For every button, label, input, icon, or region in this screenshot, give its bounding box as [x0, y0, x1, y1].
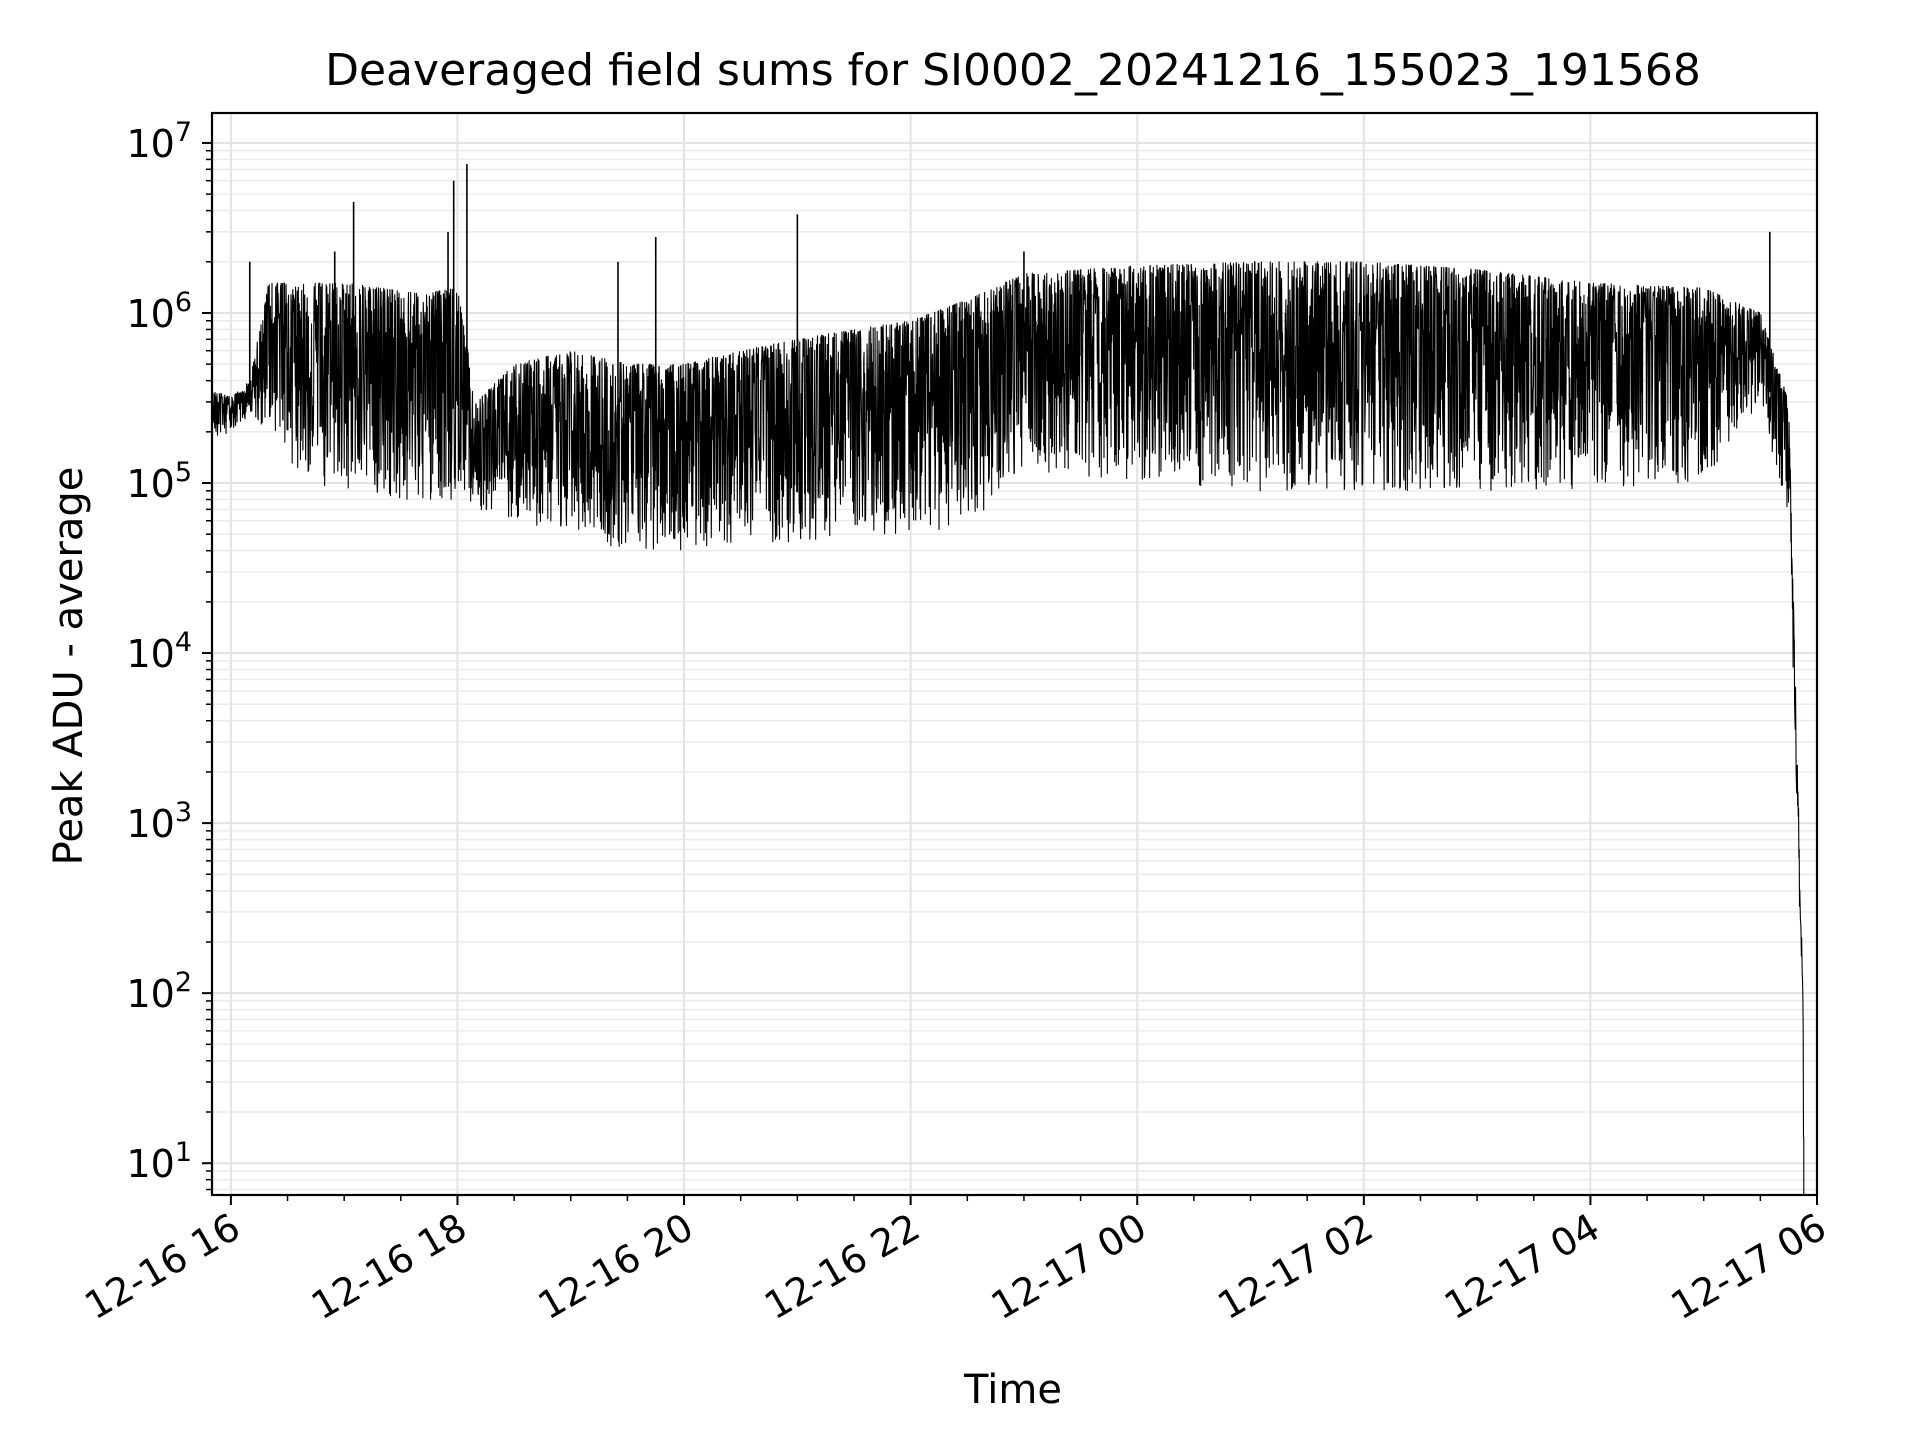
y-tick-label: 107	[126, 117, 192, 166]
y-tick-label: 106	[126, 287, 192, 336]
y-tick-label: 103	[126, 797, 192, 846]
y-tick-label: 105	[126, 457, 192, 506]
y-tick-label: 104	[126, 627, 192, 676]
y-tick-label: 101	[126, 1137, 192, 1186]
chart-title: Deaveraged field sums for SI0002_2024121…	[325, 45, 1701, 96]
x-axis-label: Time	[963, 1367, 1062, 1413]
series-line	[211, 261, 1805, 1195]
y-tick-label: 102	[126, 967, 192, 1016]
series-layer	[211, 164, 1805, 1195]
grid-layer	[212, 113, 1818, 1195]
y-axis-label: Peak ADU - average	[46, 467, 92, 866]
